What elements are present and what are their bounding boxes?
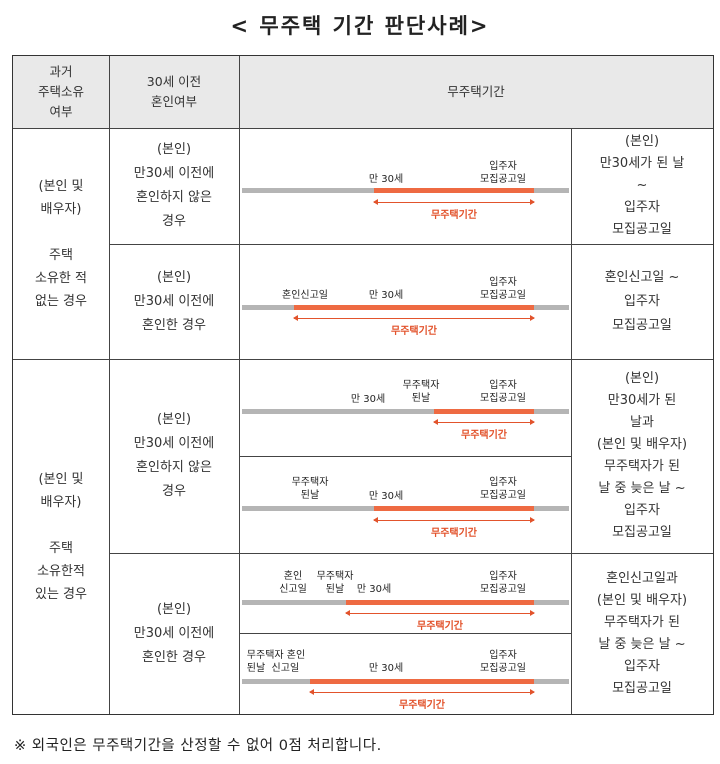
label-period: 무주택기간 bbox=[461, 430, 507, 441]
label-homeless-date: 무주택자 된날 bbox=[316, 571, 354, 595]
col-divider-1 bbox=[109, 56, 110, 714]
result-row-2: 혼인신고일 ~ 입주자 모집공고일 bbox=[604, 269, 680, 333]
header-homeless-period: 무주택기간 bbox=[447, 84, 505, 99]
bar-after bbox=[534, 188, 569, 193]
header-divider bbox=[13, 128, 713, 129]
label-marriage-date: 혼인 신고일 bbox=[279, 571, 307, 595]
label-age30: 만 30세 bbox=[368, 174, 404, 185]
bar-homeless bbox=[346, 600, 534, 605]
label-announce-date: 입주자 모집공고일 bbox=[480, 380, 526, 404]
period-arrow bbox=[433, 419, 535, 425]
group-previously-owned: (본인 및 배우자) 주택 소유한적 있는 경우 bbox=[35, 471, 87, 602]
period-arrow bbox=[373, 517, 535, 523]
subrow-divider-b bbox=[239, 633, 571, 634]
housing-period-table: 과거 주택소유 여부 30세 이전 혼인여부 무주택기간 (본인 및 배우자) … bbox=[12, 55, 714, 715]
bar-before bbox=[242, 506, 374, 511]
period-arrow bbox=[345, 610, 535, 616]
label-age30: 만 30세 bbox=[368, 290, 404, 301]
label-announce-date: 입주자 모집공고일 bbox=[480, 277, 526, 301]
bar-homeless bbox=[374, 506, 534, 511]
period-arrow bbox=[373, 199, 535, 205]
label-homeless-date: 무주택자 된날 bbox=[402, 380, 440, 404]
label-marriage-date: 혼인신고일 bbox=[282, 290, 328, 301]
label-age30: 만 30세 bbox=[356, 584, 392, 595]
label-announce-date: 입주자 모집공고일 bbox=[480, 650, 526, 674]
label-age30: 만 30세 bbox=[368, 491, 404, 502]
bar-after bbox=[534, 305, 569, 310]
bar-before bbox=[242, 679, 310, 684]
condition-married-before-30-a: (본인) 만30세 이전에 혼인한 경우 bbox=[133, 269, 215, 333]
label-announce-date: 입주자 모집공고일 bbox=[480, 161, 526, 185]
row-divider-1 bbox=[109, 244, 713, 245]
bar-before bbox=[242, 409, 434, 414]
footnote: ※ 외국인은 무주택기간을 산정할 수 없어 0점 처리합니다. bbox=[14, 738, 382, 754]
col-divider-3 bbox=[571, 128, 572, 714]
header-row-shade bbox=[13, 56, 713, 128]
label-announce-date: 입주자 모집공고일 bbox=[480, 571, 526, 595]
group-never-owned: (본인 및 배우자) 주택 소유한 적 없는 경우 bbox=[35, 178, 87, 309]
page-title: < 무주택 기간 판단사례> bbox=[230, 14, 490, 38]
row-divider-3 bbox=[109, 553, 713, 554]
label-period: 무주택기간 bbox=[417, 621, 463, 632]
label-homeless-marriage: 무주택자 혼인 된날 신고일 bbox=[246, 650, 306, 674]
bar-homeless bbox=[434, 409, 534, 414]
condition-unmarried-before-30-b: (본인) 만30세 이전에 혼인하지 않은 경우 bbox=[133, 412, 215, 499]
label-period: 무주택기간 bbox=[391, 326, 437, 337]
label-homeless-date: 무주택자 된날 bbox=[291, 477, 329, 501]
bar-before bbox=[242, 600, 346, 605]
bar-after bbox=[534, 679, 569, 684]
bar-homeless bbox=[374, 188, 534, 193]
result-row-4: 혼인신고일과 (본인 및 배우자) 무주택자가 된 날 중 늦은 날 ~ 입주자… bbox=[596, 570, 688, 696]
label-age30: 만 30세 bbox=[368, 663, 404, 674]
group-divider bbox=[13, 359, 713, 360]
period-arrow bbox=[309, 689, 535, 695]
bar-before bbox=[242, 305, 294, 310]
bar-homeless bbox=[294, 305, 534, 310]
label-period: 무주택기간 bbox=[431, 528, 477, 539]
bar-homeless bbox=[310, 679, 534, 684]
bar-after bbox=[534, 600, 569, 605]
header-prior-ownership: 과거 주택소유 여부 bbox=[37, 64, 84, 119]
condition-married-before-30-b: (본인) 만30세 이전에 혼인한 경우 bbox=[133, 601, 215, 665]
bar-after bbox=[534, 506, 569, 511]
label-period: 무주택기간 bbox=[431, 210, 477, 221]
subrow-divider-a bbox=[239, 456, 571, 457]
bar-before bbox=[242, 188, 386, 193]
result-row-3: (본인) 만30세가 된 날과 (본인 및 배우자) 무주택자가 된 날 중 늦… bbox=[596, 371, 688, 540]
label-period: 무주택기간 bbox=[399, 700, 445, 711]
col-divider-2 bbox=[239, 56, 240, 714]
period-arrow bbox=[293, 315, 535, 321]
label-age30: 만 30세 bbox=[350, 394, 386, 405]
bar-after bbox=[534, 409, 569, 414]
header-marriage-before-30: 30세 이전 혼인여부 bbox=[146, 74, 202, 109]
label-announce-date: 입주자 모집공고일 bbox=[480, 477, 526, 501]
condition-unmarried-before-30-a: (본인) 만30세 이전에 혼인하지 않은 경우 bbox=[133, 142, 215, 229]
result-row-1: (본인) 만30세가 된 날 ~ 입주자 모집공고일 bbox=[599, 134, 685, 237]
